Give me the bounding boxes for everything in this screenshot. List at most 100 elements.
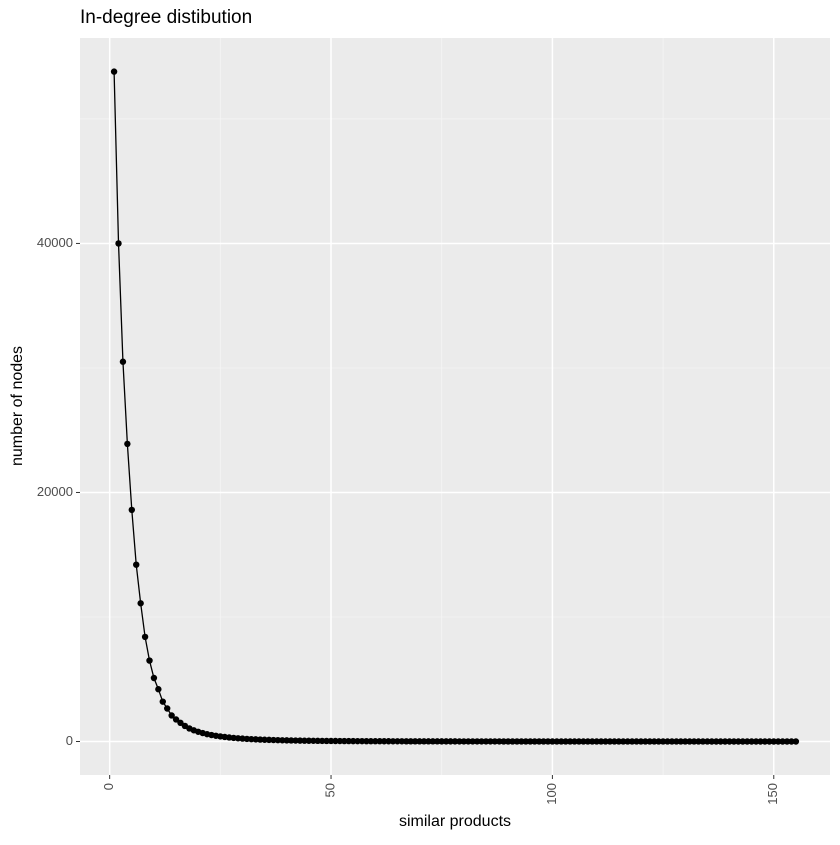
point xyxy=(287,737,295,744)
point xyxy=(367,738,375,745)
point xyxy=(606,738,614,745)
point xyxy=(518,738,525,745)
point xyxy=(752,738,760,745)
point xyxy=(398,738,406,745)
point xyxy=(664,738,671,745)
x-tick-label: 100 xyxy=(544,783,559,805)
point xyxy=(615,738,623,745)
point xyxy=(110,68,118,75)
point xyxy=(770,738,777,745)
point xyxy=(301,737,308,744)
point xyxy=(164,705,171,712)
point xyxy=(447,738,454,745)
point xyxy=(137,600,144,607)
point xyxy=(133,561,140,568)
y-tick-label: 20000 xyxy=(37,484,73,499)
point xyxy=(642,738,649,745)
x-tick-label: 150 xyxy=(765,783,780,805)
point xyxy=(646,738,654,745)
point xyxy=(323,737,330,745)
point xyxy=(438,738,445,745)
y-axis-title: number of nodes xyxy=(9,346,26,466)
point xyxy=(531,738,538,745)
point xyxy=(558,738,565,745)
point xyxy=(509,738,516,745)
point xyxy=(566,738,574,745)
point xyxy=(744,738,751,745)
point xyxy=(141,633,149,641)
point xyxy=(314,737,321,745)
point xyxy=(349,737,357,745)
point xyxy=(363,737,370,745)
point xyxy=(310,737,317,744)
point xyxy=(757,738,764,745)
point xyxy=(159,698,166,705)
point xyxy=(172,716,180,723)
point xyxy=(292,737,299,744)
point xyxy=(500,738,507,745)
point xyxy=(562,738,569,745)
point xyxy=(279,737,286,744)
point xyxy=(637,738,645,745)
point xyxy=(345,737,352,745)
y-tick-label: 0 xyxy=(66,733,73,748)
point xyxy=(527,738,534,745)
point xyxy=(602,738,609,745)
y-tick-label: 40000 xyxy=(37,235,73,250)
point xyxy=(540,738,547,745)
point xyxy=(571,738,578,745)
point xyxy=(407,738,414,745)
point xyxy=(544,738,552,745)
point xyxy=(429,738,437,745)
point xyxy=(535,738,543,745)
point xyxy=(682,738,689,745)
point xyxy=(620,738,627,745)
point xyxy=(730,738,738,745)
point xyxy=(478,738,485,745)
point xyxy=(469,738,476,745)
point xyxy=(451,738,459,745)
point xyxy=(380,738,388,745)
point xyxy=(659,738,667,745)
point xyxy=(496,738,503,745)
point xyxy=(549,738,556,745)
point xyxy=(504,738,512,745)
point xyxy=(403,738,410,745)
point xyxy=(465,738,472,745)
point xyxy=(580,738,587,745)
point xyxy=(119,358,127,365)
point xyxy=(717,738,724,745)
point xyxy=(420,738,428,745)
point xyxy=(748,738,755,745)
point xyxy=(491,738,499,745)
point xyxy=(589,738,596,745)
point xyxy=(358,737,366,745)
chart-title: In-degree distibution xyxy=(80,7,252,28)
point xyxy=(593,738,600,745)
point xyxy=(611,738,618,745)
point xyxy=(389,738,397,745)
point xyxy=(575,738,583,745)
x-tick-label: 0 xyxy=(101,783,116,790)
point xyxy=(739,738,746,745)
point xyxy=(792,738,800,745)
point xyxy=(305,737,313,744)
point xyxy=(584,738,592,745)
point xyxy=(624,738,631,745)
point xyxy=(150,674,158,682)
point xyxy=(460,738,468,745)
point xyxy=(695,738,702,745)
point xyxy=(128,506,136,514)
point xyxy=(522,738,530,745)
point xyxy=(704,738,711,745)
point xyxy=(146,657,153,664)
point xyxy=(633,738,640,745)
point xyxy=(155,686,162,693)
point xyxy=(341,737,348,745)
point xyxy=(553,738,561,745)
point xyxy=(651,738,658,745)
point xyxy=(673,738,680,745)
point xyxy=(788,738,795,745)
